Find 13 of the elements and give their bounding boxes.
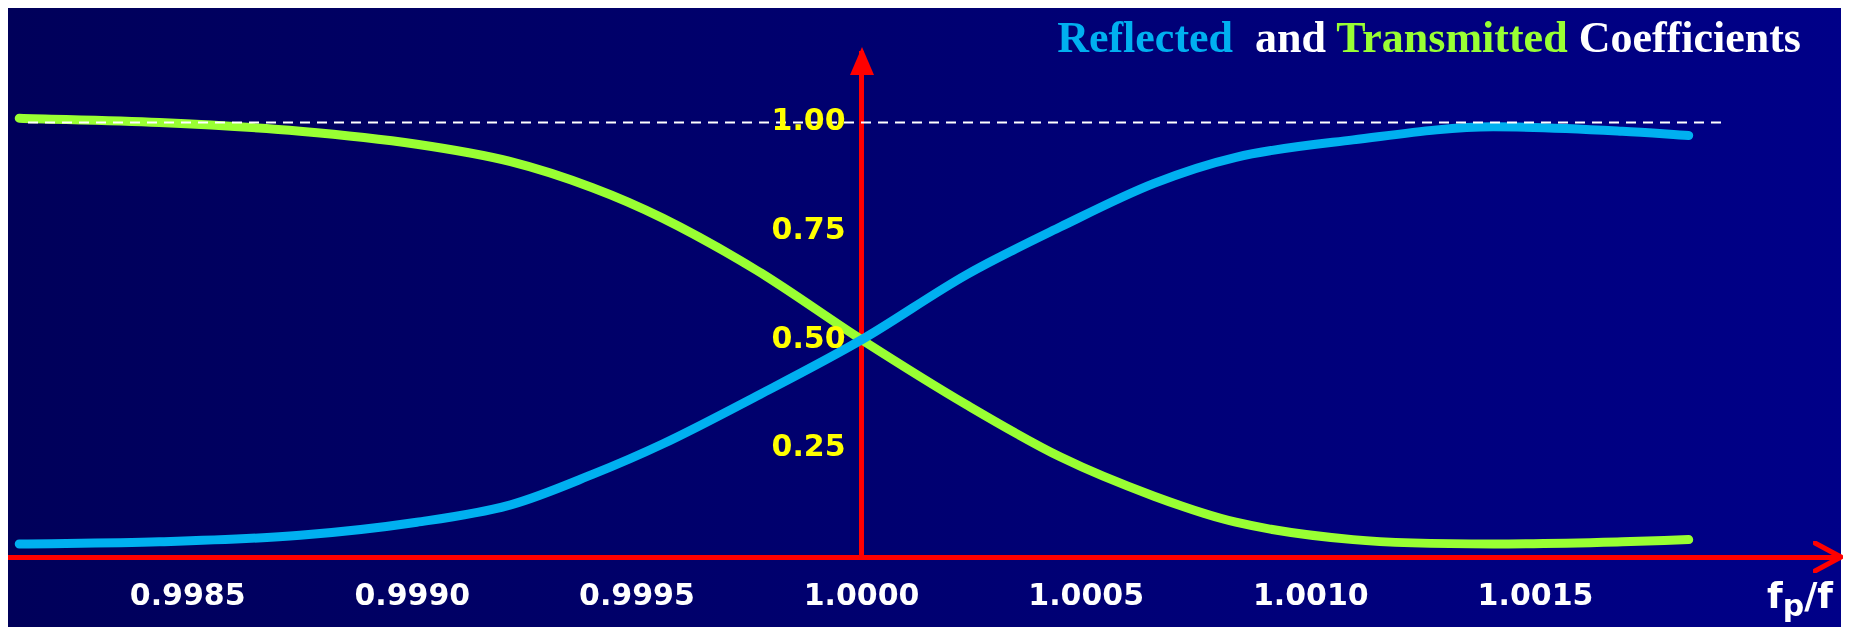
chart-title: Reflected and Transmitted Coefficients	[1057, 13, 1801, 62]
y-tick-label: 0.75	[771, 210, 846, 246]
x-axis-title: f$_{p}$/f	[1767, 574, 1833, 623]
x-tick-label: 0.9995	[579, 576, 695, 612]
x-tick-label: 1.0000	[803, 576, 920, 612]
x-tick-label: 0.9990	[354, 576, 471, 612]
y-tick-label: 0.50	[771, 319, 846, 355]
y-tick-label: 0.25	[771, 428, 846, 464]
x-tick-label: 0.9985	[129, 576, 246, 612]
y-tick-label: 1.00	[771, 102, 846, 138]
x-tick-label: 1.0005	[1028, 576, 1145, 612]
x-tick-label: 1.0010	[1252, 576, 1369, 612]
x-tick-label: 1.0015	[1477, 576, 1594, 612]
